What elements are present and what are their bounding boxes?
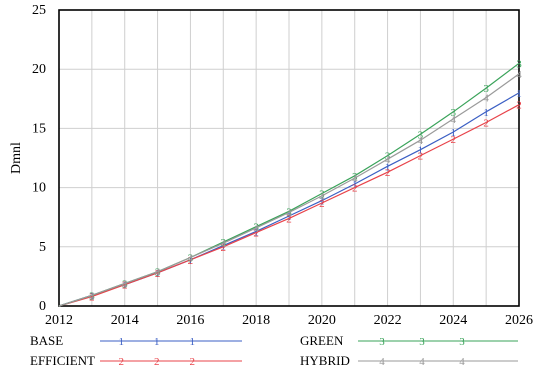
data-point-marker-base: 1 [516,88,522,100]
series-line-efficient [58,104,520,307]
legend-marker-hybrid: 4 [419,356,425,368]
x-tick-label: 2018 [242,313,270,328]
x-tick-label: 2024 [439,313,467,328]
y-tick-label: 25 [32,3,46,18]
legend-marker-green: 3 [379,336,385,348]
data-point-marker-hybrid: 4 [286,207,292,219]
legend-label-base: BASE [30,333,63,348]
data-point-marker-hybrid: 4 [451,114,457,126]
data-point-marker-base: 1 [352,179,358,191]
x-tick-label: 2012 [45,313,73,328]
data-point-marker-green: 3 [188,252,194,264]
data-point-marker-green: 3 [89,290,95,302]
legend-marker-base: 1 [190,336,196,348]
data-point-marker-green: 3 [122,279,128,291]
data-point-marker-hybrid: 4 [155,267,161,279]
data-point-marker-green: 3 [385,151,391,163]
y-axis-label: Dmnl [9,142,24,174]
legend-marker-green: 3 [459,336,465,348]
data-point-marker-efficient: 2 [89,292,95,304]
data-point-marker-green: 3 [155,267,161,279]
y-tick-label: 5 [39,240,46,255]
y-axis-ticks: 0 5 10 15 20 25 [32,3,46,314]
data-point-marker-hybrid: 4 [253,223,259,235]
x-tick-label: 2014 [111,313,139,328]
y-tick-label: 15 [32,121,46,136]
data-point-marker-base: 1 [418,145,424,157]
y-tick-label: 10 [32,181,46,196]
data-point-marker-hybrid: 4 [483,93,489,105]
data-point-marker-base: 1 [451,127,457,139]
legend-marker-hybrid: 4 [459,356,465,368]
data-point-marker-base: 1 [122,280,128,292]
x-tick-label: 2016 [176,313,204,328]
series-layer: 1111111111111122222222222222333333333333… [58,58,522,307]
data-point-marker-green: 3 [516,58,522,70]
data-point-marker-green: 3 [418,129,424,141]
legend-marker-base: 1 [119,336,125,348]
data-point-marker-green: 3 [352,171,358,183]
x-tick-label: 2020 [308,313,336,328]
x-tick-label: 2022 [374,313,402,328]
legend-label-green: GREEN [300,333,344,348]
data-point-marker-base: 1 [286,211,292,223]
x-tick-label: 2026 [505,313,533,328]
data-point-marker-green: 3 [483,83,489,95]
data-point-marker-efficient: 2 [286,213,292,225]
data-point-marker-efficient: 2 [483,117,489,129]
data-point-marker-efficient: 2 [352,183,358,195]
legend-label-hybrid: HYBRID [300,353,350,368]
data-point-marker-hybrid: 4 [385,154,391,166]
data-point-marker-efficient: 2 [516,100,522,112]
data-point-marker-hybrid: 4 [319,191,325,203]
data-point-marker-efficient: 2 [319,198,325,210]
data-point-marker-efficient: 2 [451,134,457,146]
data-point-marker-base: 1 [319,196,325,208]
data-point-marker-base: 1 [155,268,161,280]
legend-marker-efficient: 2 [119,356,125,368]
data-point-marker-base: 1 [188,255,194,267]
x-axis-ticks: 2012 2014 2016 2018 2020 2022 2024 2026 [45,313,533,328]
data-point-marker-efficient: 2 [253,228,259,240]
data-point-marker-efficient: 2 [122,280,128,292]
y-tick-label: 20 [32,62,46,77]
data-point-marker-hybrid: 4 [122,279,128,291]
data-point-marker-green: 3 [319,189,325,201]
data-point-marker-base: 1 [385,161,391,173]
legend-marker-base: 1 [154,336,160,348]
data-point-marker-hybrid: 4 [352,173,358,185]
legend: BASE 1 1 1 EFFICIENT 2 2 2 GREEN 3 3 3 HYBRID 4 4 4 [30,333,518,368]
data-point-marker-efficient: 2 [385,167,391,179]
legend-marker-hybrid: 4 [379,356,385,368]
grid-lines [59,10,519,306]
legend-label-efficient: EFFICIENT [30,353,95,368]
data-point-marker-efficient: 2 [188,255,194,267]
data-point-marker-green: 3 [451,107,457,119]
data-point-marker-hybrid: 4 [221,238,227,250]
data-point-marker-efficient: 2 [155,268,161,280]
data-point-marker-hybrid: 4 [188,252,194,264]
data-point-marker-hybrid: 4 [516,69,522,81]
data-point-marker-hybrid: 4 [418,135,424,147]
data-point-marker-efficient: 2 [221,242,227,254]
legend-marker-efficient: 2 [154,356,160,368]
y-tick-label: 0 [39,299,46,314]
plot-frame [58,9,520,307]
legend-marker-green: 3 [419,336,425,348]
data-point-marker-base: 1 [483,107,489,119]
series-line-hybrid [58,73,520,307]
data-point-marker-hybrid: 4 [89,290,95,302]
data-point-marker-efficient: 2 [418,151,424,163]
legend-marker-efficient: 2 [190,356,196,368]
